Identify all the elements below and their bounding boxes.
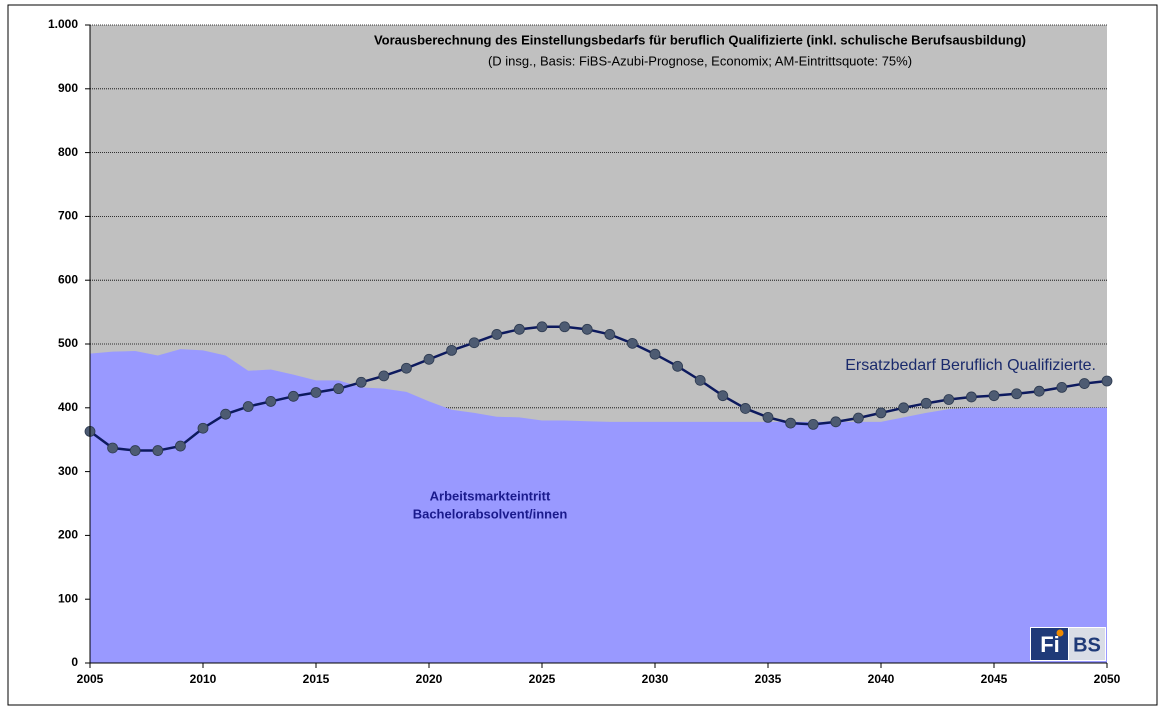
marker <box>694 374 706 386</box>
marker <box>988 390 1000 402</box>
marker <box>627 337 638 349</box>
marker <box>1033 385 1045 397</box>
marker <box>129 445 141 456</box>
marker <box>740 403 751 414</box>
marker <box>943 394 955 405</box>
marker <box>966 391 977 403</box>
marker <box>920 397 932 409</box>
marker <box>152 445 164 456</box>
logo-right <box>1069 628 1105 660</box>
marker <box>1101 375 1113 387</box>
marker <box>333 383 345 395</box>
marker <box>649 348 661 360</box>
chart-title: Vorausberechnung des Einstellungsbedarfs… <box>374 32 1026 47</box>
line <box>89 325 1108 452</box>
x-tick-label: 2045 <box>981 672 1008 686</box>
marker <box>287 390 299 402</box>
marker <box>174 440 186 452</box>
marker <box>853 412 864 424</box>
marker <box>807 418 819 430</box>
marker <box>423 353 435 365</box>
marker <box>1079 378 1090 389</box>
y-tick-label: 700 <box>58 209 78 223</box>
y-tick-label: 800 <box>58 145 78 159</box>
y-tick-label: 100 <box>58 591 78 605</box>
marker <box>785 417 796 429</box>
marker <box>898 402 909 414</box>
marker <box>310 387 322 398</box>
x-tick-label: 2015 <box>303 672 330 686</box>
marker <box>536 321 548 333</box>
logo-text: BS <box>1073 634 1101 656</box>
marker <box>378 370 390 382</box>
y-tick-label: 300 <box>58 464 78 478</box>
marker <box>468 337 480 349</box>
x-tick-label: 2050 <box>1094 672 1121 686</box>
chart-subtitle: (D insg., Basis: FiBS-Azubi-Prognose, Ec… <box>488 53 912 68</box>
marker <box>446 344 458 356</box>
logo-text: Fi <box>1040 632 1060 657</box>
x-tick-label: 2025 <box>529 672 556 686</box>
marker <box>107 442 118 454</box>
marker <box>830 416 842 428</box>
marker <box>604 329 616 340</box>
area-label: Arbeitsmarkteintritt <box>430 488 551 503</box>
x-tick-label: 2035 <box>755 672 782 686</box>
marker <box>559 321 570 333</box>
y-tick-label: 1.000 <box>48 17 78 31</box>
x-tick-label: 2040 <box>868 672 895 686</box>
marker <box>400 362 412 374</box>
marker <box>197 422 209 434</box>
y-tick-label: 200 <box>58 528 78 542</box>
marker <box>242 401 254 412</box>
y-tick-label: 900 <box>58 81 78 95</box>
area <box>90 349 1107 663</box>
marker <box>265 396 277 407</box>
marker <box>717 390 729 402</box>
y-tick-label: 600 <box>58 272 78 286</box>
marker <box>1056 381 1068 393</box>
marker <box>491 329 503 340</box>
marker <box>581 323 593 335</box>
x-tick-label: 2005 <box>77 672 104 686</box>
marker <box>762 411 774 423</box>
plot-area <box>90 24 1107 664</box>
y-tick-label: 500 <box>58 336 78 350</box>
y-tick-label: 0 <box>71 655 78 669</box>
marker <box>672 360 683 372</box>
x-tick-label: 2020 <box>416 672 443 686</box>
logo-dot <box>1056 629 1064 637</box>
line-label: Ersatzbedarf Beruflich Qualifizierte. <box>845 357 1096 374</box>
marker <box>1011 388 1022 400</box>
area-label: Bachelorabsolvent/innen <box>413 506 568 521</box>
x-tick-label: 2030 <box>642 672 669 686</box>
marker <box>220 408 232 420</box>
marker <box>355 376 367 388</box>
marker <box>514 323 525 335</box>
marker <box>875 407 887 419</box>
y-tick-label: 400 <box>58 400 78 414</box>
x-tick-label: 2010 <box>190 672 217 686</box>
